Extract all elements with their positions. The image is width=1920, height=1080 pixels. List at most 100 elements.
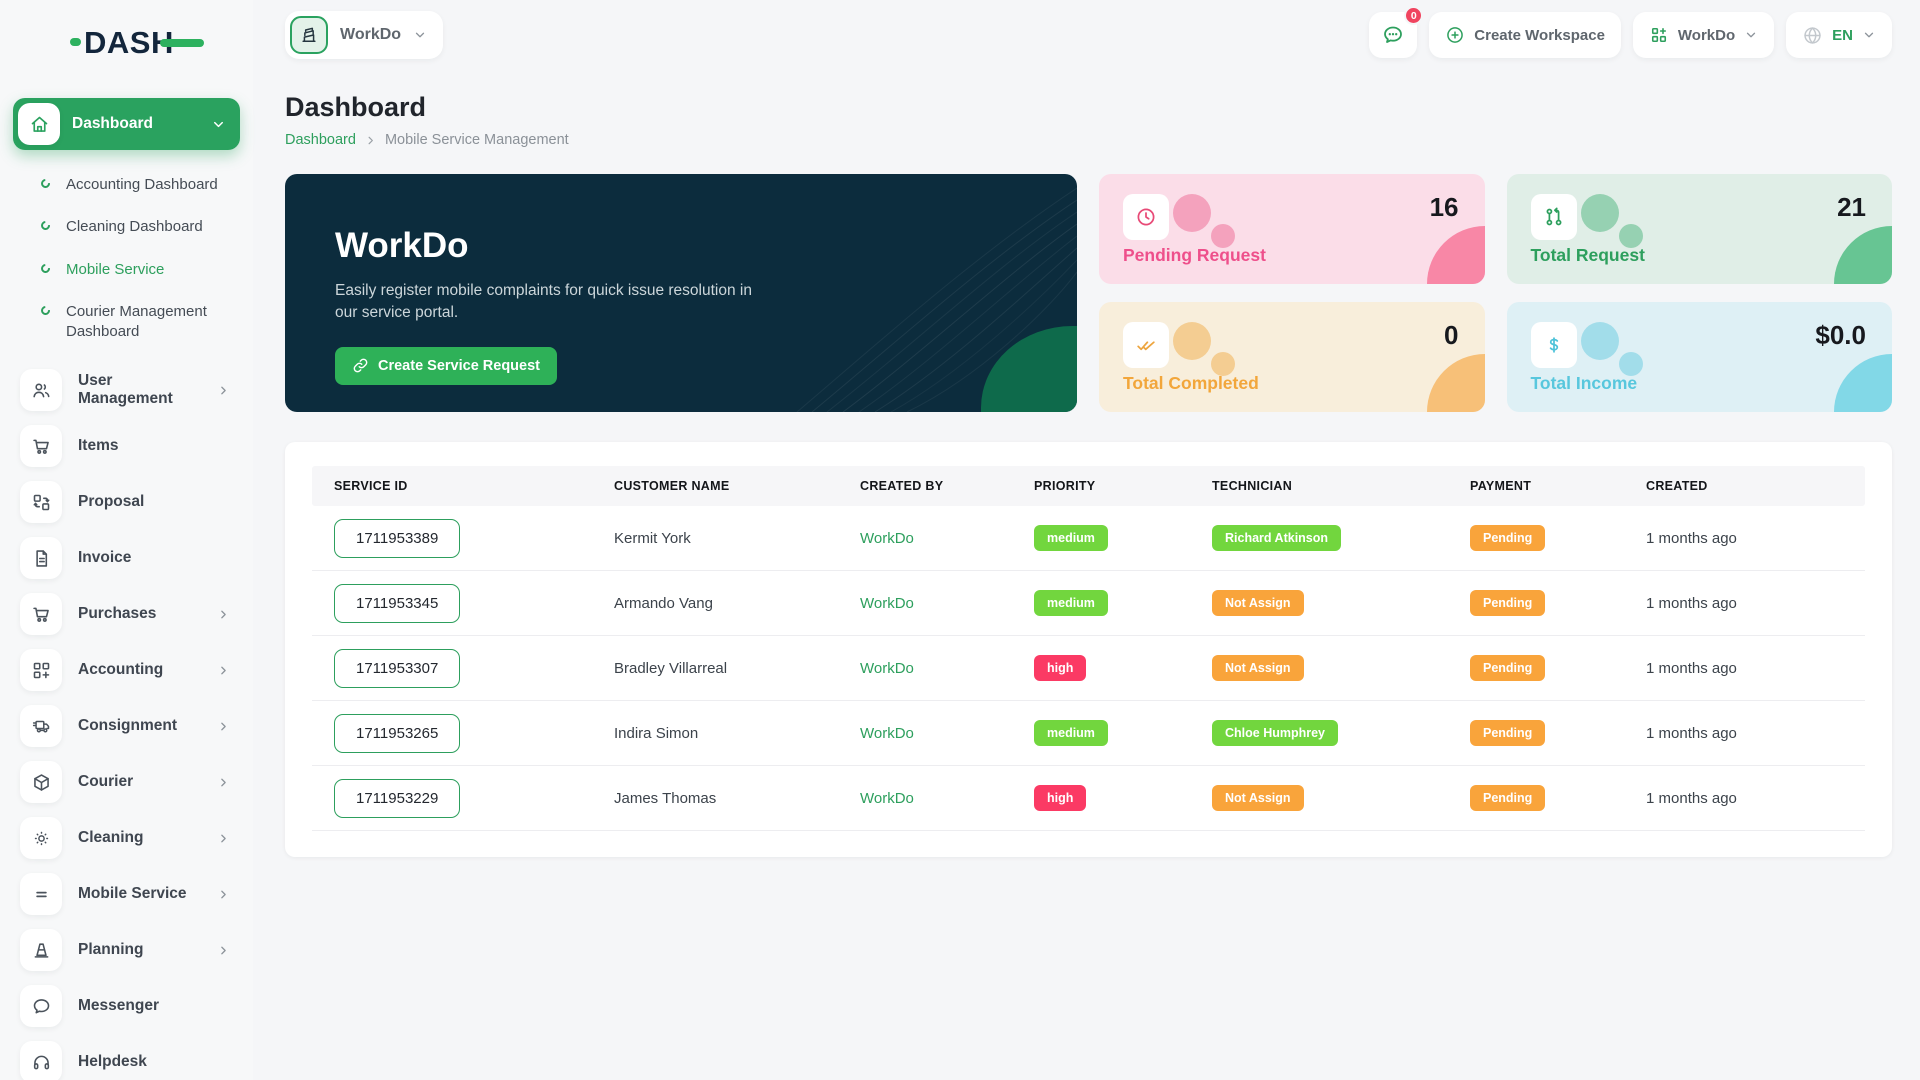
- table-row: 1711953265 Indira Simon WorkDo medium Ch…: [312, 701, 1865, 766]
- service-id-button[interactable]: 1711953229: [334, 778, 461, 818]
- green-corner-decoration: [981, 326, 1077, 412]
- priority-badge: medium: [1034, 525, 1108, 551]
- sidebar-item-invoice[interactable]: Invoice: [13, 537, 240, 580]
- sidebar-item-courier[interactable]: Courier: [13, 761, 240, 804]
- stat-value: 21: [1837, 192, 1866, 222]
- logo-text: DASH: [84, 24, 174, 60]
- sidebar-subitem-mobile-service[interactable]: Mobile Service: [0, 249, 253, 291]
- created-by-link[interactable]: WorkDo: [860, 724, 914, 742]
- stat-label: Total Income: [1530, 373, 1638, 393]
- breadcrumb-current: Mobile Service Management: [384, 132, 569, 148]
- chevron-right-icon: [217, 888, 230, 901]
- clock-icon: [1123, 194, 1169, 240]
- headphones-icon: [20, 1041, 62, 1080]
- customer-name: Bradley Villarreal: [614, 659, 728, 677]
- sidebar-subitem-cleaning-dashboard[interactable]: Cleaning Dashboard: [0, 206, 253, 248]
- messages-button[interactable]: 0: [1369, 6, 1424, 58]
- users-icon: [20, 369, 62, 412]
- stat-card-pending-request: 16 Pending Request: [1099, 174, 1485, 284]
- created-at: 1 months ago: [1646, 789, 1737, 807]
- corner-decoration: [1426, 354, 1485, 412]
- chevron-down-icon: [211, 117, 226, 132]
- stat-label: Pending Request: [1123, 245, 1266, 265]
- stat-label: Total Completed: [1123, 373, 1259, 393]
- column-header: CREATED BY: [860, 479, 944, 493]
- created-by-link[interactable]: WorkDo: [860, 789, 914, 807]
- chevron-right-icon: [217, 720, 230, 733]
- technician-badge: Not Assign: [1212, 590, 1304, 616]
- created-by-link[interactable]: WorkDo: [860, 529, 914, 547]
- service-id-button[interactable]: 1711953345: [334, 583, 461, 623]
- column-header: CREATED: [1646, 479, 1708, 493]
- table-row: 1711953345 Armando Vang WorkDo medium No…: [312, 571, 1865, 636]
- truck-icon: [20, 705, 62, 748]
- workspace-menu-button[interactable]: WorkDo: [1632, 12, 1775, 58]
- sidebar-items: User Management Items Proposal Invoice: [0, 369, 253, 1080]
- table-row: 1711953307 Bradley Villarreal WorkDo hig…: [312, 636, 1865, 701]
- sidebar-subitem-accounting-dashboard[interactable]: Accounting Dashboard: [0, 164, 253, 206]
- notification-badge: 0: [1404, 6, 1424, 25]
- service-id-button[interactable]: 1711953265: [334, 713, 461, 753]
- technician-badge: Not Assign: [1212, 785, 1304, 811]
- circle-decoration: [1618, 352, 1643, 376]
- sidebar-item-helpdesk[interactable]: Helpdesk: [13, 1041, 240, 1080]
- payment-badge: Pending: [1470, 655, 1546, 681]
- chevron-down-icon: [413, 28, 427, 42]
- stat-value: $0.0: [1815, 320, 1866, 350]
- technician-badge: Not Assign: [1212, 655, 1304, 681]
- sidebar-item-consignment[interactable]: Consignment: [13, 705, 240, 748]
- sidebar-item-messenger[interactable]: Messenger: [13, 985, 240, 1028]
- corner-decoration: [1834, 226, 1892, 284]
- language-button[interactable]: EN: [1786, 12, 1892, 58]
- chevron-right-icon: [217, 832, 230, 845]
- created-at: 1 months ago: [1646, 529, 1737, 547]
- main-content: Dashboard Dashboard Mobile Service Manag…: [253, 0, 1920, 857]
- swap-boxes-icon: [20, 481, 62, 524]
- workspace-selector[interactable]: WorkDo: [285, 11, 444, 59]
- table-header-row: SERVICE ID CUSTOMER NAME CREATED BY PRIO…: [312, 466, 1865, 506]
- circle-decoration: [1580, 322, 1619, 360]
- sidebar-item-purchases[interactable]: Purchases: [13, 593, 240, 636]
- sidebar-item-user-management[interactable]: User Management: [13, 369, 240, 412]
- corner-decoration: [1426, 226, 1485, 284]
- created-by-link[interactable]: WorkDo: [860, 594, 914, 612]
- pull-request-icon: [1530, 194, 1577, 240]
- column-header: CUSTOMER NAME: [614, 479, 730, 493]
- created-at: 1 months ago: [1646, 594, 1737, 612]
- priority-badge: medium: [1034, 590, 1108, 616]
- sidebar-nav: Dashboard Accounting Dashboard Cleaning …: [0, 98, 253, 1080]
- sidebar-item-proposal[interactable]: Proposal: [13, 481, 240, 524]
- created-by-link[interactable]: WorkDo: [860, 659, 914, 677]
- sidebar-item-mobile-service[interactable]: Mobile Service: [13, 873, 240, 916]
- cone-icon: [20, 929, 62, 972]
- sidebar-item-dashboard[interactable]: Dashboard: [13, 98, 240, 150]
- technician-badge: Chloe Humphrey: [1212, 720, 1339, 746]
- stat-card-total-completed: 0 Total Completed: [1099, 302, 1485, 412]
- sidebar-item-items[interactable]: Items: [13, 425, 240, 468]
- stats-grid: 16 Pending Request 21 Total Request: [1099, 174, 1892, 412]
- circle-decoration: [1211, 352, 1235, 376]
- create-workspace-button[interactable]: Create Workspace: [1429, 12, 1621, 58]
- logo-bar-icon: [159, 39, 204, 47]
- sidebar-subitem-courier-management-dashboard[interactable]: Courier Management Dashboard: [0, 291, 253, 354]
- customer-name: James Thomas: [614, 789, 717, 807]
- plus-circle-icon: [1447, 27, 1464, 43]
- chevron-right-icon: [365, 135, 376, 146]
- banner-title: WorkDo: [335, 226, 469, 265]
- circle-decoration: [1618, 224, 1643, 248]
- sidebar-item-cleaning[interactable]: Cleaning: [13, 817, 240, 860]
- sidebar-item-label: Dashboard: [72, 115, 153, 132]
- create-service-request-button[interactable]: Create Service Request: [335, 346, 557, 385]
- breadcrumb-dashboard-link[interactable]: Dashboard: [285, 132, 356, 148]
- sidebar-item-planning[interactable]: Planning: [13, 929, 240, 972]
- service-id-button[interactable]: 1711953307: [334, 648, 461, 688]
- payment-badge: Pending: [1470, 720, 1546, 746]
- sidebar-item-accounting[interactable]: Accounting: [13, 649, 240, 692]
- chevron-right-icon: [217, 384, 230, 397]
- top-header: WorkDo 0 Create Workspace WorkDo EN: [253, 0, 1920, 70]
- column-header: SERVICE ID: [334, 479, 408, 493]
- priority-badge: medium: [1034, 720, 1108, 746]
- service-id-button[interactable]: 1711953389: [334, 518, 461, 558]
- circle-bullet-icon: [39, 177, 52, 190]
- grid-plus-icon: [1651, 27, 1666, 43]
